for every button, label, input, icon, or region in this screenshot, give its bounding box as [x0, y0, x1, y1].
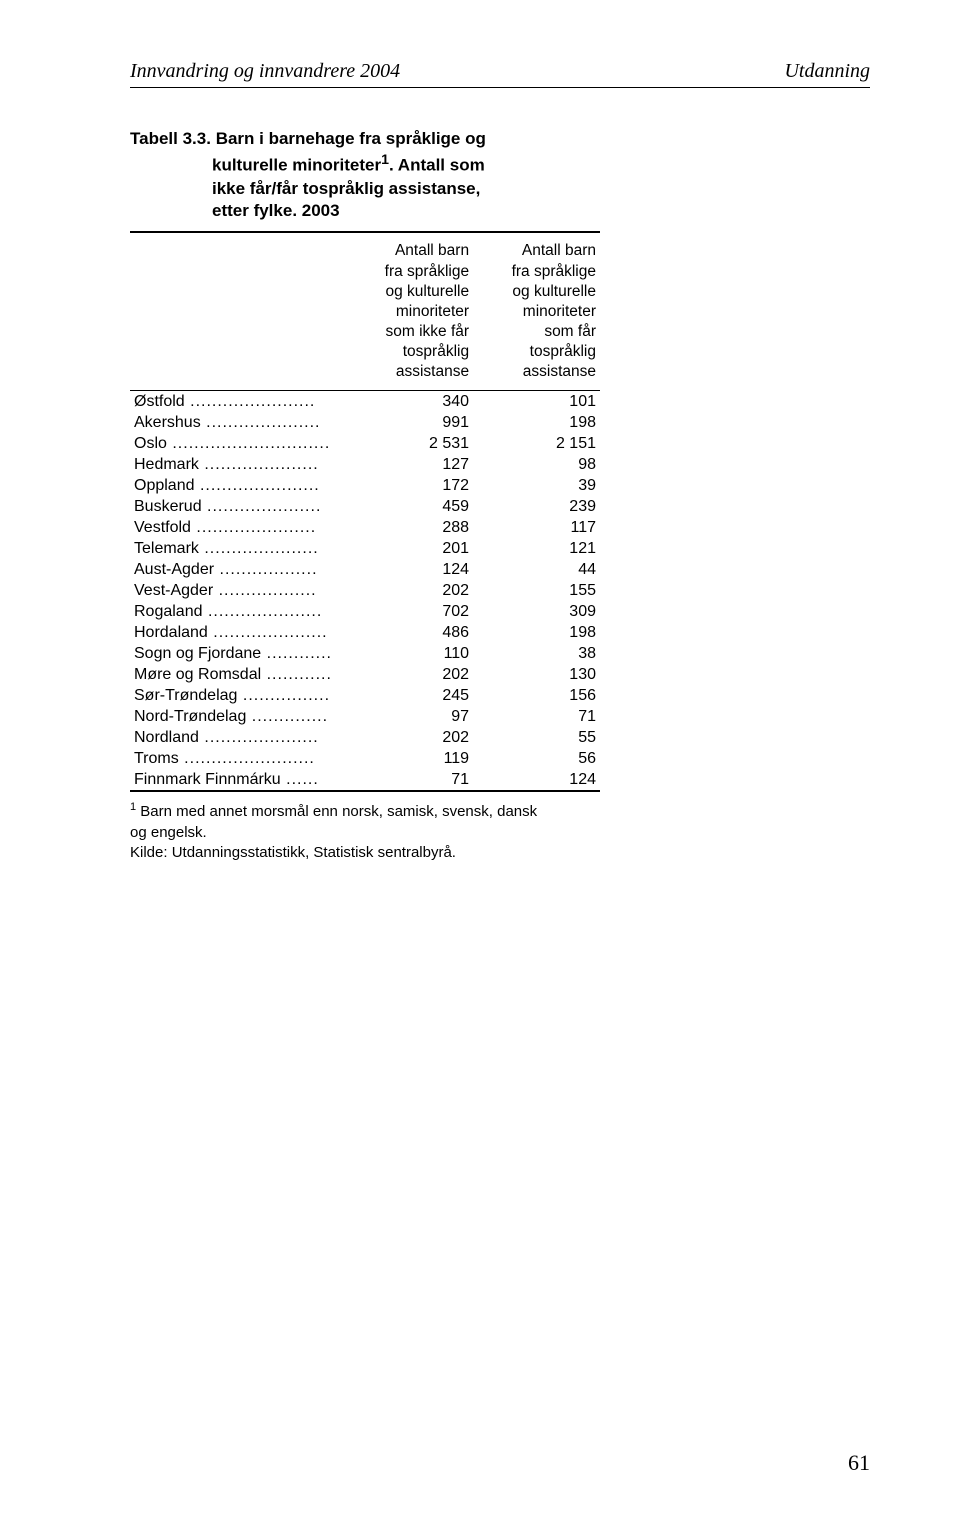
table-row: Aust-Agder ..................12444: [130, 559, 600, 580]
table-row: Sogn og Fjordane ............11038: [130, 643, 600, 664]
table-row: Oppland ......................17239: [130, 475, 600, 496]
header-empty: [130, 233, 346, 390]
table-row: Troms ........................11956: [130, 748, 600, 769]
table-row: Sør-Trøndelag ................245156: [130, 685, 600, 706]
title-l2b: . Antall som: [389, 156, 485, 175]
table-row: Buskerud .....................459239: [130, 496, 600, 517]
table-row: Vestfold ......................288117: [130, 517, 600, 538]
table-row: Akershus .....................991198: [130, 412, 600, 433]
title-sup: 1: [381, 152, 389, 168]
header-right: Utdanning: [784, 60, 870, 83]
title-prefix: Tabell 3.3.: [130, 129, 211, 148]
footnote-sup: 1: [130, 801, 136, 813]
rule-bottom: [130, 790, 600, 792]
title-l4: etter fylke. 2003: [212, 201, 340, 220]
footnote: 1 Barn med annet morsmål enn norsk, sami…: [130, 800, 600, 863]
table-row: Vest-Agder ..................202155: [130, 580, 600, 601]
title-l3: ikke får/får tospråklig assistanse,: [212, 179, 480, 198]
table-row: Østfold .......................340101: [130, 391, 600, 412]
table-row: Hordaland .....................486198: [130, 622, 600, 643]
table-header-row: Antall barn fra språklige og kulturelle …: [130, 233, 600, 390]
table-row: Hedmark .....................12798: [130, 454, 600, 475]
table-row: Finnmark Finnmárku ......71124: [130, 769, 600, 790]
data-table-body: Østfold .......................340101 Ak…: [130, 391, 600, 790]
table-row: Rogaland .....................702309: [130, 601, 600, 622]
footnote-l1: Barn med annet morsmål enn norsk, samisk…: [140, 803, 537, 820]
table-row: Telemark .....................201121: [130, 538, 600, 559]
table-row: Nord-Trøndelag ..............9771: [130, 706, 600, 727]
table-row: Nordland .....................20255: [130, 727, 600, 748]
data-table: Antall barn fra språklige og kulturelle …: [130, 233, 600, 390]
page-number: 61: [848, 1450, 870, 1476]
table-row: Møre og Romsdal ............202130: [130, 664, 600, 685]
running-header: Innvandring og innvandrere 2004 Utdannin…: [130, 60, 870, 88]
footnote-source: Kilde: Utdanningsstatistikk, Statistisk …: [130, 844, 456, 861]
title-l1: Barn i barnehage fra språklige og: [216, 129, 486, 148]
footnote-l2: og engelsk.: [130, 824, 207, 841]
table-container: Tabell 3.3. Barn i barnehage fra språkli…: [130, 128, 600, 863]
page: Innvandring og innvandrere 2004 Utdannin…: [0, 0, 960, 1526]
col1-header: Antall barn fra språklige og kulturelle …: [346, 233, 473, 390]
table-row: Oslo .............................2 5312…: [130, 433, 600, 454]
col2-header: Antall barn fra språklige og kulturelle …: [473, 233, 600, 390]
title-l2: kulturelle minoriteter: [212, 156, 381, 175]
header-left: Innvandring og innvandrere 2004: [130, 60, 400, 83]
table-title: Tabell 3.3. Barn i barnehage fra språkli…: [130, 128, 600, 223]
